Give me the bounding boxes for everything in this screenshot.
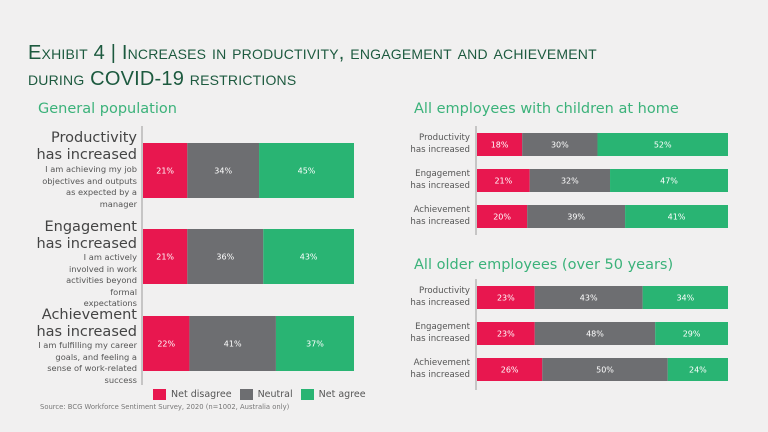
legend-label: Net disagree — [171, 389, 232, 400]
bar-segment-net-agree — [597, 133, 728, 156]
data-label: 47% — [660, 177, 678, 186]
legend-label: Neutral — [257, 389, 293, 400]
bar-segment-neutral — [542, 358, 668, 381]
data-label: 22% — [157, 340, 175, 349]
category-label: Engagement has increased — [20, 219, 137, 253]
bar-segment-neutral — [187, 143, 260, 198]
bar-segment-net-agree — [275, 316, 354, 371]
legend-swatch-net-disagree — [153, 389, 166, 400]
bar-segment-net-disagree — [477, 169, 530, 192]
legend-item-net-disagree: Net disagree — [153, 389, 232, 400]
legend-label: Net agree — [318, 389, 366, 400]
data-label: 45% — [298, 167, 316, 176]
panel-title-general: General population — [38, 101, 177, 117]
category-description: I am fulfilling my career goals, and fee… — [38, 340, 137, 385]
data-label: 21% — [156, 253, 174, 262]
bar-segment-net-disagree — [143, 316, 190, 371]
bar-segment-neutral — [522, 133, 598, 156]
category-title: Engagement has increased — [36, 219, 137, 252]
category-label: Achievement has increased — [410, 358, 470, 380]
data-label: 21% — [494, 177, 512, 186]
bar-segment-neutral — [527, 205, 626, 228]
data-label: 32% — [561, 177, 579, 186]
legend-item-net-agree: Net agree — [300, 389, 366, 400]
bar-segment-neutral — [529, 169, 611, 192]
category-label: Engagement has increased — [410, 169, 470, 191]
legend-swatch-net-agree — [300, 389, 314, 400]
data-label: 37% — [306, 340, 324, 349]
bar-segment-net-disagree — [477, 286, 535, 309]
bar-segment-net-disagree — [477, 322, 535, 345]
bar-segment-neutral — [534, 286, 643, 309]
bar-segment-neutral — [534, 322, 656, 345]
category-description: I am actively involved in work activitie… — [66, 252, 137, 308]
data-label: 50% — [596, 366, 614, 375]
data-label: 36% — [216, 253, 234, 262]
legend: Net disagree Neutral Net agree — [153, 389, 374, 400]
bar-segment-net-agree — [667, 358, 728, 381]
exhibit-title: Exhibit 4 | Increases in productivity, e… — [28, 40, 748, 92]
category-label: Achievement has increased — [410, 205, 470, 227]
data-label: 20% — [493, 213, 511, 222]
data-label: 21% — [156, 167, 174, 176]
data-label: 34% — [214, 167, 232, 176]
bar-segment-net-disagree — [477, 205, 528, 228]
data-label: 18% — [491, 141, 509, 150]
data-label: 24% — [689, 366, 707, 375]
data-label: 48% — [586, 330, 604, 339]
data-label: 34% — [676, 294, 694, 303]
bar-segment-net-disagree — [477, 133, 523, 156]
bar-segment-net-agree — [642, 286, 728, 309]
panel-title-older: All older employees (over 50 years) — [414, 257, 674, 273]
bar-segment-net-disagree — [143, 143, 188, 198]
legend-swatch-neutral — [239, 389, 253, 400]
stacked-bar-chart-0: 21% 34% 45% 21% 36% 43% 22% 41% 37% — [141, 126, 354, 385]
category-label: Productivity has increased — [410, 286, 470, 308]
exhibit-title-line2: during COVID-19 restrictions — [28, 68, 297, 90]
bar-segment-net-agree — [610, 169, 728, 192]
data-label: 43% — [300, 253, 318, 262]
category-label: Achievement has increased — [20, 307, 137, 341]
category-title: Achievement has increased — [36, 307, 137, 340]
source-note: Source: BCG Workforce Sentiment Survey, … — [40, 403, 290, 411]
data-label: 23% — [497, 330, 515, 339]
data-label: 41% — [224, 340, 242, 349]
category-title: Productivity has increased — [36, 130, 137, 163]
data-label: 39% — [567, 213, 585, 222]
bar-segment-neutral — [187, 229, 264, 284]
data-label: 43% — [580, 294, 598, 303]
data-label: 26% — [501, 366, 519, 375]
bar-segment-net-disagree — [143, 229, 188, 284]
category-label: Productivity has increased — [410, 133, 470, 155]
bar-segment-net-agree — [655, 322, 728, 345]
stacked-bar-chart-1: 18% 30% 52% 21% 32% 47% 20% 39% 41% — [475, 126, 728, 235]
bar-segment-net-agree — [259, 143, 354, 198]
data-label: 29% — [683, 330, 701, 339]
bar-segment-neutral — [189, 316, 276, 371]
category-description: I am achieving my job objectives and out… — [42, 164, 137, 209]
bar-segment-net-agree — [263, 229, 354, 284]
data-label: 52% — [654, 141, 672, 150]
data-label: 23% — [497, 294, 515, 303]
category-label: Productivity has increased — [20, 130, 137, 164]
bar-segment-net-disagree — [477, 358, 543, 381]
exhibit-title-line1: Exhibit 4 | Increases in productivity, e… — [28, 42, 597, 64]
data-label: 41% — [668, 213, 686, 222]
stacked-bar-chart-2: 23% 43% 34% 23% 48% 29% 26% 50% 24% — [475, 279, 728, 390]
bar-segment-net-agree — [625, 205, 728, 228]
data-label: 30% — [551, 141, 569, 150]
category-label: Engagement has increased — [410, 322, 470, 344]
legend-item-neutral: Neutral — [239, 389, 293, 400]
panel-title-children: All employees with children at home — [414, 101, 679, 117]
